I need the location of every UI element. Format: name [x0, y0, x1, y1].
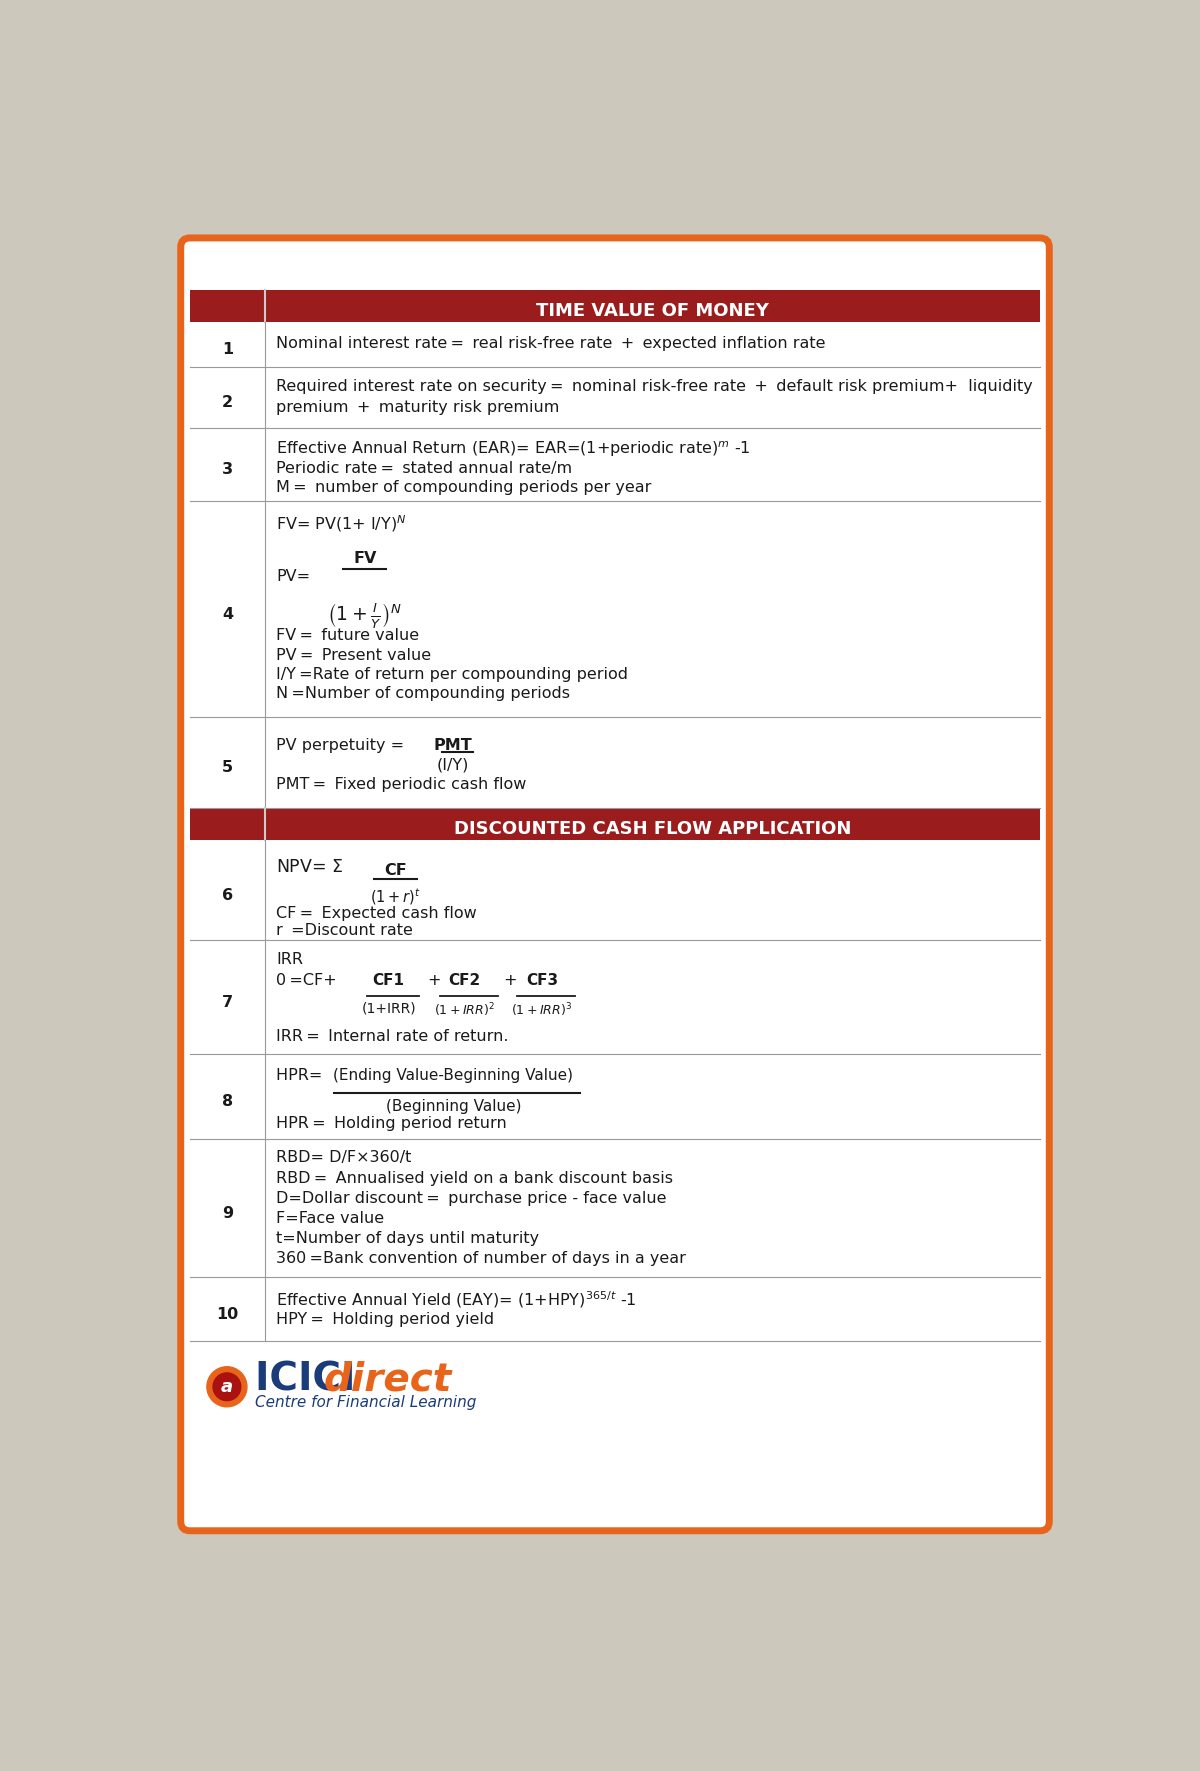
Text: CF: CF: [384, 862, 407, 878]
Text: HPR =  Holding period return: HPR = Holding period return: [276, 1116, 506, 1130]
Text: (Ending Value-Beginning Value): (Ending Value-Beginning Value): [334, 1068, 574, 1084]
Text: r  =Discount rate: r =Discount rate: [276, 923, 413, 939]
Text: FV= PV(1+ I/Y)$^N$: FV= PV(1+ I/Y)$^N$: [276, 514, 407, 533]
Text: PV perpetuity =: PV perpetuity =: [276, 739, 409, 753]
Text: 2: 2: [222, 395, 233, 411]
Text: 8: 8: [222, 1094, 233, 1109]
Text: 3: 3: [222, 462, 233, 476]
Text: 4: 4: [222, 607, 233, 622]
Text: Nominal interest rate =  real risk-free rate  +  expected inflation rate: Nominal interest rate = real risk-free r…: [276, 336, 826, 351]
Text: +: +: [427, 972, 440, 988]
Text: PV =  Present value: PV = Present value: [276, 648, 431, 662]
Text: N =Number of compounding periods: N =Number of compounding periods: [276, 685, 570, 701]
Text: F=Face value: F=Face value: [276, 1211, 384, 1226]
Text: HPY =  Holding period yield: HPY = Holding period yield: [276, 1312, 494, 1326]
Text: 7: 7: [222, 995, 233, 1009]
Text: 9: 9: [222, 1206, 233, 1220]
Text: t=Number of days until maturity: t=Number of days until maturity: [276, 1231, 539, 1247]
Text: 10: 10: [216, 1307, 239, 1321]
Text: direct: direct: [323, 1360, 451, 1397]
Text: Centre for Financial Learning: Centre for Financial Learning: [256, 1396, 476, 1410]
Text: $(1+IRR)^3$: $(1+IRR)^3$: [511, 1002, 572, 1020]
Text: IRR: IRR: [276, 951, 304, 967]
Text: ICICI: ICICI: [256, 1360, 370, 1397]
Text: CF2: CF2: [449, 972, 481, 988]
Text: $(1+IRR)^2$: $(1+IRR)^2$: [434, 1002, 496, 1020]
Circle shape: [206, 1367, 247, 1406]
Text: CF1: CF1: [373, 972, 404, 988]
Text: DISCOUNTED CASH FLOW APPLICATION: DISCOUNTED CASH FLOW APPLICATION: [454, 820, 852, 838]
Text: Required interest rate on security =  nominal risk-free rate  +  default risk pr: Required interest rate on security = nom…: [276, 379, 1033, 393]
Bar: [190, 808, 1040, 839]
Text: PMT =  Fixed periodic cash flow: PMT = Fixed periodic cash flow: [276, 777, 527, 792]
Text: Effective Annual Yield (EAY)= (1+HPY)$^{365/t}$ -1: Effective Annual Yield (EAY)= (1+HPY)$^{…: [276, 1289, 637, 1311]
Text: FV: FV: [353, 551, 377, 565]
Text: 360 =Bank convention of number of days in a year: 360 =Bank convention of number of days i…: [276, 1252, 686, 1266]
Text: I/Y =Rate of return per compounding period: I/Y =Rate of return per compounding peri…: [276, 668, 629, 682]
Text: HPR=: HPR=: [276, 1068, 328, 1084]
Text: (1+IRR): (1+IRR): [361, 1002, 416, 1017]
Text: (Beginning Value): (Beginning Value): [385, 1098, 521, 1114]
FancyBboxPatch shape: [181, 237, 1049, 1530]
Text: FV =  future value: FV = future value: [276, 629, 419, 643]
Text: $\left(1+\frac{I}{Y}\right)^N$: $\left(1+\frac{I}{Y}\right)^N$: [328, 602, 402, 630]
Text: 5: 5: [222, 760, 233, 776]
Bar: [190, 289, 1040, 322]
Text: TIME VALUE OF MONEY: TIME VALUE OF MONEY: [536, 303, 769, 321]
Text: PMT: PMT: [434, 739, 473, 753]
Text: a: a: [221, 1378, 233, 1396]
Text: IRR =  Internal rate of return.: IRR = Internal rate of return.: [276, 1029, 509, 1043]
Text: 0 =CF+: 0 =CF+: [276, 972, 337, 988]
Circle shape: [214, 1373, 241, 1401]
Text: 1: 1: [222, 342, 233, 358]
Text: CF =  Expected cash flow: CF = Expected cash flow: [276, 905, 476, 921]
Text: PV=: PV=: [276, 568, 311, 584]
Text: Effective Annual Return (EAR)= EAR=(1+periodic rate)$^m$ -1: Effective Annual Return (EAR)= EAR=(1+pe…: [276, 439, 751, 459]
Text: $(1+r)^t$: $(1+r)^t$: [370, 886, 421, 907]
Text: 6: 6: [222, 887, 233, 903]
Text: premium  +  maturity risk premium: premium + maturity risk premium: [276, 400, 559, 416]
Text: RBD= D/F×360/t: RBD= D/F×360/t: [276, 1151, 412, 1165]
Text: RBD =  Annualised yield on a bank discount basis: RBD = Annualised yield on a bank discoun…: [276, 1171, 673, 1187]
Text: NPV= $\Sigma$: NPV= $\Sigma$: [276, 857, 343, 877]
Text: M =  number of compounding periods per year: M = number of compounding periods per ye…: [276, 480, 652, 496]
Text: Periodic rate =  stated annual rate/m: Periodic rate = stated annual rate/m: [276, 460, 572, 476]
Text: D=Dollar discount =  purchase price - face value: D=Dollar discount = purchase price - fac…: [276, 1192, 667, 1206]
Text: +: +: [503, 972, 517, 988]
Text: (I/Y): (I/Y): [437, 758, 469, 772]
Text: CF3: CF3: [526, 972, 558, 988]
